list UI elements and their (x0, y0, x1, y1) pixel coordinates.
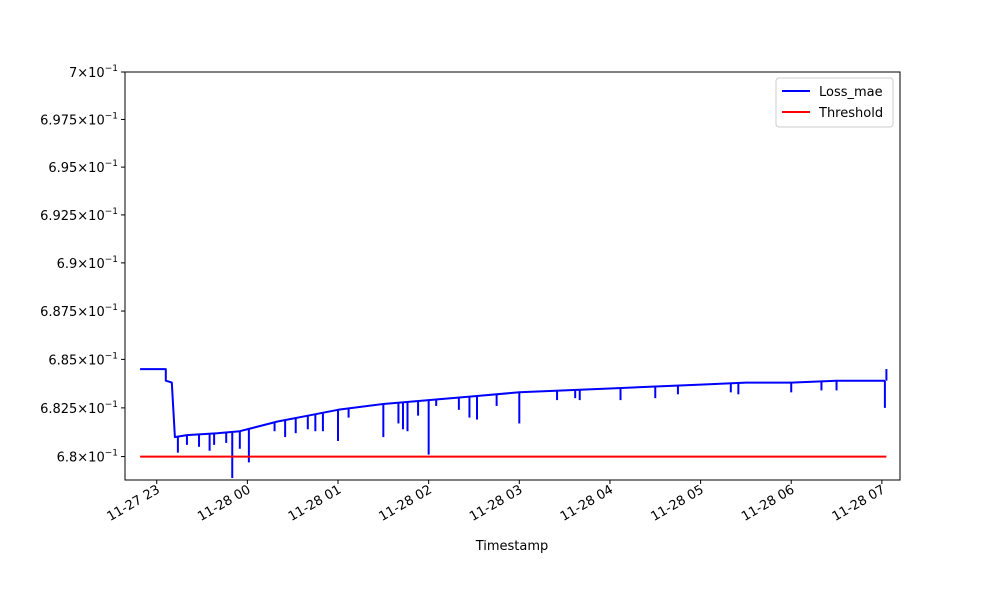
legend-label-loss-mae: Loss_mae (819, 85, 883, 100)
y-tick-label: 6.8×10−1 (57, 449, 118, 466)
axes-frame (124, 71, 901, 481)
y-tick-label: 6.95×10−1 (48, 159, 118, 176)
y-tick-label: 6.9×10−1 (57, 255, 118, 272)
y-tick-label: 6.825×10−1 (40, 400, 118, 417)
y-tick-label: 6.875×10−1 (40, 303, 118, 320)
y-tick-label: 6.85×10−1 (48, 351, 118, 368)
series-line-loss-mae (140, 368, 885, 439)
x-axis-label: Timestamp (475, 539, 549, 554)
plot-area (140, 368, 888, 479)
legend: Loss_mae Threshold (775, 77, 894, 128)
y-axis: 6.8×10−1 6.825×10−1 6.85×10−1 6.875×10−1 6.9… (40, 64, 125, 466)
y-tick-label: 6.925×10−1 (40, 207, 118, 224)
y-tick-label: 7×10−1 (69, 64, 118, 81)
legend-label-threshold: Threshold (818, 106, 883, 121)
y-tick-label: 6.975×10−1 (40, 111, 118, 128)
